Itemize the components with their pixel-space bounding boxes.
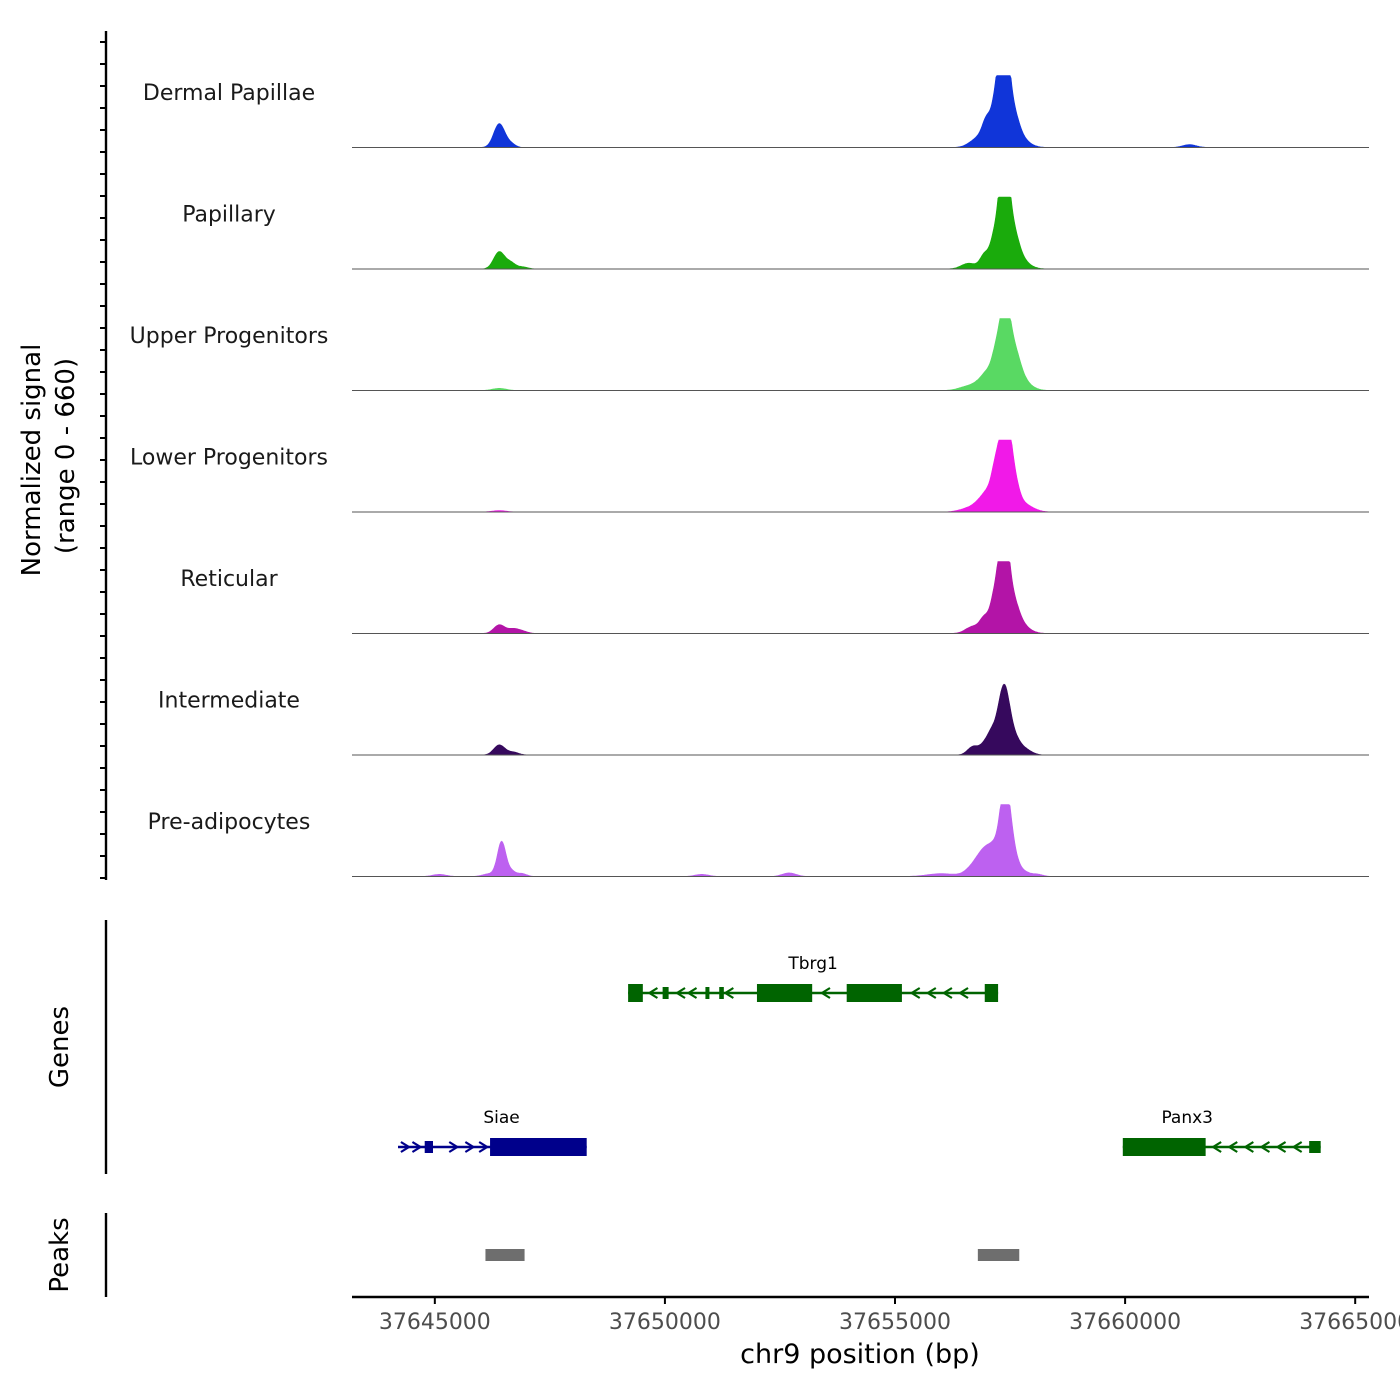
genes-axis-title: Genes (45, 1006, 75, 1088)
strand-arrow (448, 1141, 460, 1153)
strand-arrow (464, 1141, 476, 1153)
gene-label: Panx3 (1161, 1108, 1213, 1128)
strand-arrow (925, 987, 937, 999)
track-labels: Dermal Papillae Papillary Upper Progenitor… (130, 81, 329, 835)
gene-model: Tbrg1 (628, 954, 999, 1002)
gene-annotations: Tbrg1 Siae Panx3 (398, 954, 1321, 1156)
strand-arrow (400, 1141, 411, 1153)
strand-arrow (674, 987, 686, 999)
coverage-area (352, 196, 1369, 270)
gene-exon (490, 1138, 587, 1156)
strand-arrow (1243, 1141, 1254, 1153)
gene-exon (1309, 1141, 1321, 1153)
strand-arrow (909, 987, 921, 999)
gene-exon (719, 987, 724, 999)
gene-exon (628, 984, 643, 1002)
strand-arrow (1259, 1141, 1271, 1153)
gene-label: Siae (483, 1108, 519, 1128)
strand-arrow (686, 987, 698, 999)
track-label: Intermediate (158, 689, 300, 714)
strand-arrow (647, 987, 659, 999)
coverage-area (352, 683, 1369, 756)
x-axis-title: chr9 position (bp) (740, 1339, 980, 1370)
coverage-area (352, 318, 1369, 391)
track-label: Dermal Papillae (143, 81, 315, 106)
peak-regions (485, 1249, 1020, 1261)
track-label: Lower Progenitors (130, 446, 328, 471)
strand-arrow (1211, 1141, 1222, 1153)
x-tick-label: 37645000 (379, 1310, 491, 1335)
gene-exon (984, 984, 999, 1002)
coverage-area (352, 561, 1369, 634)
strand-arrow (723, 987, 734, 999)
coverage-areas (352, 75, 1369, 877)
peak-region (485, 1249, 525, 1261)
gene-exon (662, 987, 669, 999)
gene-exon (846, 984, 902, 1002)
gene-exon (424, 1141, 433, 1153)
gene-model: Siae (398, 1108, 587, 1156)
track-label: Upper Progenitors (130, 324, 329, 349)
x-tick-label: 37660000 (1069, 1310, 1181, 1335)
gene-exon (705, 987, 710, 999)
track-label: Reticular (180, 567, 278, 592)
strand-arrow (1275, 1141, 1287, 1153)
x-tick-label: 37650000 (609, 1310, 721, 1335)
strand-arrow (478, 1141, 490, 1153)
strand-arrow (1291, 1141, 1303, 1153)
track-label: Papillary (182, 203, 276, 228)
coverage-area (352, 804, 1369, 877)
gene-label: Tbrg1 (787, 954, 837, 974)
coverage-area (352, 439, 1369, 513)
x-tick-label: 37655000 (839, 1310, 951, 1335)
gene-exon (1122, 1138, 1206, 1156)
track-label: Pre-adipocytes (148, 810, 311, 835)
peaks-axis-title: Peaks (45, 1217, 75, 1292)
strand-arrow (1227, 1141, 1238, 1153)
signal-axis-range: (range 0 - 660) (51, 358, 81, 554)
strand-arrow (819, 987, 831, 999)
strand-arrow (941, 987, 953, 999)
x-axis-ticks: 37645000 37650000 37655000 37660000 37665000 (379, 1297, 1400, 1335)
peak-region (977, 1249, 1020, 1261)
strand-arrow (411, 1141, 423, 1153)
x-tick-label: 37665000 (1299, 1310, 1400, 1335)
signal-axis-title: Normalized signal (17, 344, 47, 577)
strand-arrow (957, 987, 969, 999)
coverage-area (352, 75, 1369, 148)
gene-model: Panx3 (1122, 1108, 1321, 1156)
gene-exon (756, 984, 813, 1002)
